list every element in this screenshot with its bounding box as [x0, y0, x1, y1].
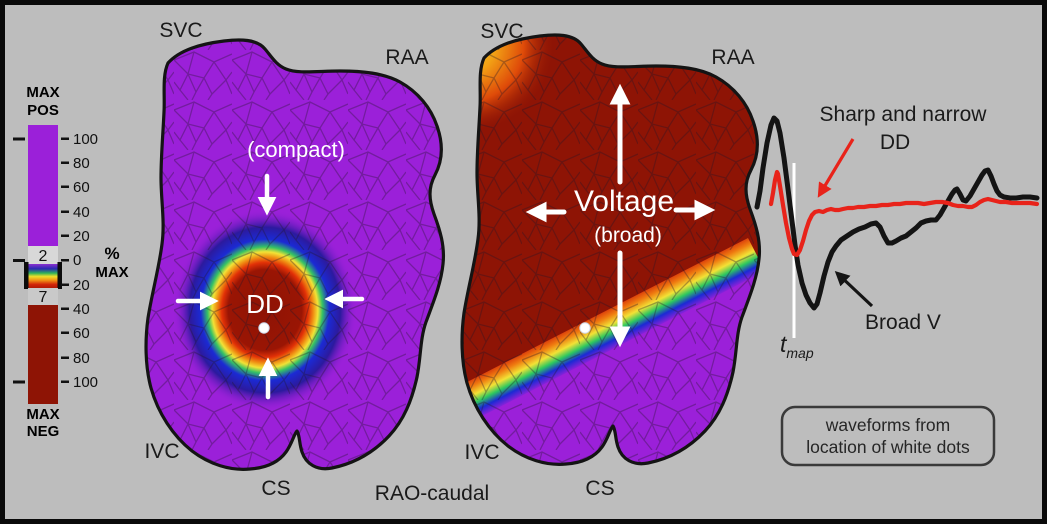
colorbar-tick-label: 60 [73, 179, 90, 196]
map-middle-raa-label: RAA [711, 46, 754, 69]
colorbar-unit-line1: % [104, 244, 119, 263]
tmap-label: tmap [780, 331, 814, 361]
colorbar-tick-label: 100 [73, 131, 98, 148]
colorbar-ticks [61, 137, 69, 383]
colorbar-pos-label-line2: POS [27, 102, 59, 119]
map-left-cs-label: CS [261, 477, 290, 500]
colorbar-neg-label-line2: NEG [27, 423, 60, 440]
black-annotation-arrow [834, 270, 874, 308]
colorbar-tick-label: 0 [73, 252, 81, 269]
colorbar-rainbow-segment [28, 264, 58, 288]
white-dot-middle [579, 322, 591, 334]
colorbar-marker-right-bar [57, 262, 62, 289]
colorbar-tick-label: 80 [73, 155, 90, 172]
colorbar-tick-label: 40 [73, 204, 90, 221]
map-left-dd-label: DD [246, 289, 284, 319]
map-middle-voltage-annotation: Voltage [574, 185, 674, 218]
colorbar-tick-label: 20 [73, 277, 90, 294]
view-label: RAO-caudal [375, 482, 489, 505]
map-middle: SVC RAA IVC CS Voltage (broad) [460, 20, 762, 500]
red-trace-label-line2: DD [880, 131, 910, 154]
waveform-red-trace [768, 169, 1040, 258]
map-left-arrows [175, 173, 365, 400]
colorbar-tick-label: 40 [73, 301, 90, 318]
colorbar-left-dash [13, 259, 25, 262]
colorbar-positive-segment [28, 125, 58, 246]
map-middle-arrows [525, 83, 716, 348]
waveform-black-trace [754, 115, 1040, 311]
map-left: SVC RAA IVC CS (compact) DD [144, 19, 446, 500]
white-dot-left [258, 322, 270, 334]
colorbar: MAX POS 2 7 MAX NEG % MAX 100 80 60 [13, 84, 129, 440]
colorbar-upper-threshold-box [28, 246, 58, 264]
caption-line1: waveforms from [825, 415, 950, 435]
colorbar-pos-label-line1: MAX [26, 84, 59, 101]
colorbar-unit-line2: MAX [95, 264, 128, 281]
colorbar-tick-label: 20 [73, 228, 90, 245]
colorbar-tick-label: 80 [73, 350, 90, 367]
colorbar-left-dash [13, 380, 25, 384]
map-left-compact-annotation: (compact) [247, 137, 345, 162]
tmap-symbol: t [780, 331, 788, 357]
colorbar-lower-threshold-box [28, 288, 58, 305]
colorbar-upper-threshold-value: 2 [39, 248, 48, 265]
map-left-ivc-label: IVC [144, 440, 179, 463]
black-trace-label: Broad V [865, 311, 941, 334]
red-annotation-arrow [817, 138, 855, 198]
colorbar-tick-label: 100 [73, 374, 98, 391]
colorbar-neg-label-line1: MAX [26, 406, 59, 423]
colorbar-left-dash [13, 137, 25, 141]
map-middle-mesh [462, 34, 760, 465]
map-middle-svc-label: SVC [480, 20, 523, 43]
colorbar-marker-left-bar [24, 262, 29, 289]
red-trace-label-line1: Sharp and narrow [820, 103, 988, 126]
map-middle-broad-annotation: (broad) [594, 224, 662, 247]
map-left-svc-label: SVC [159, 19, 202, 42]
map-left-raa-label: RAA [385, 46, 428, 69]
caption-line2: location of white dots [806, 437, 970, 457]
colorbar-tick-label: 60 [73, 325, 90, 342]
map-middle-ivc-label: IVC [464, 441, 499, 464]
tmap-subscript: map [786, 345, 813, 361]
colorbar-negative-segment [28, 305, 58, 404]
map-left-mesh [146, 39, 444, 470]
map-middle-cs-label: CS [585, 477, 614, 500]
colorbar-lower-threshold-value: 7 [39, 289, 48, 306]
waveform-panel: Sharp and narrow DD Broad V tmap wavefor… [754, 103, 1040, 467]
caption-box [780, 405, 996, 467]
